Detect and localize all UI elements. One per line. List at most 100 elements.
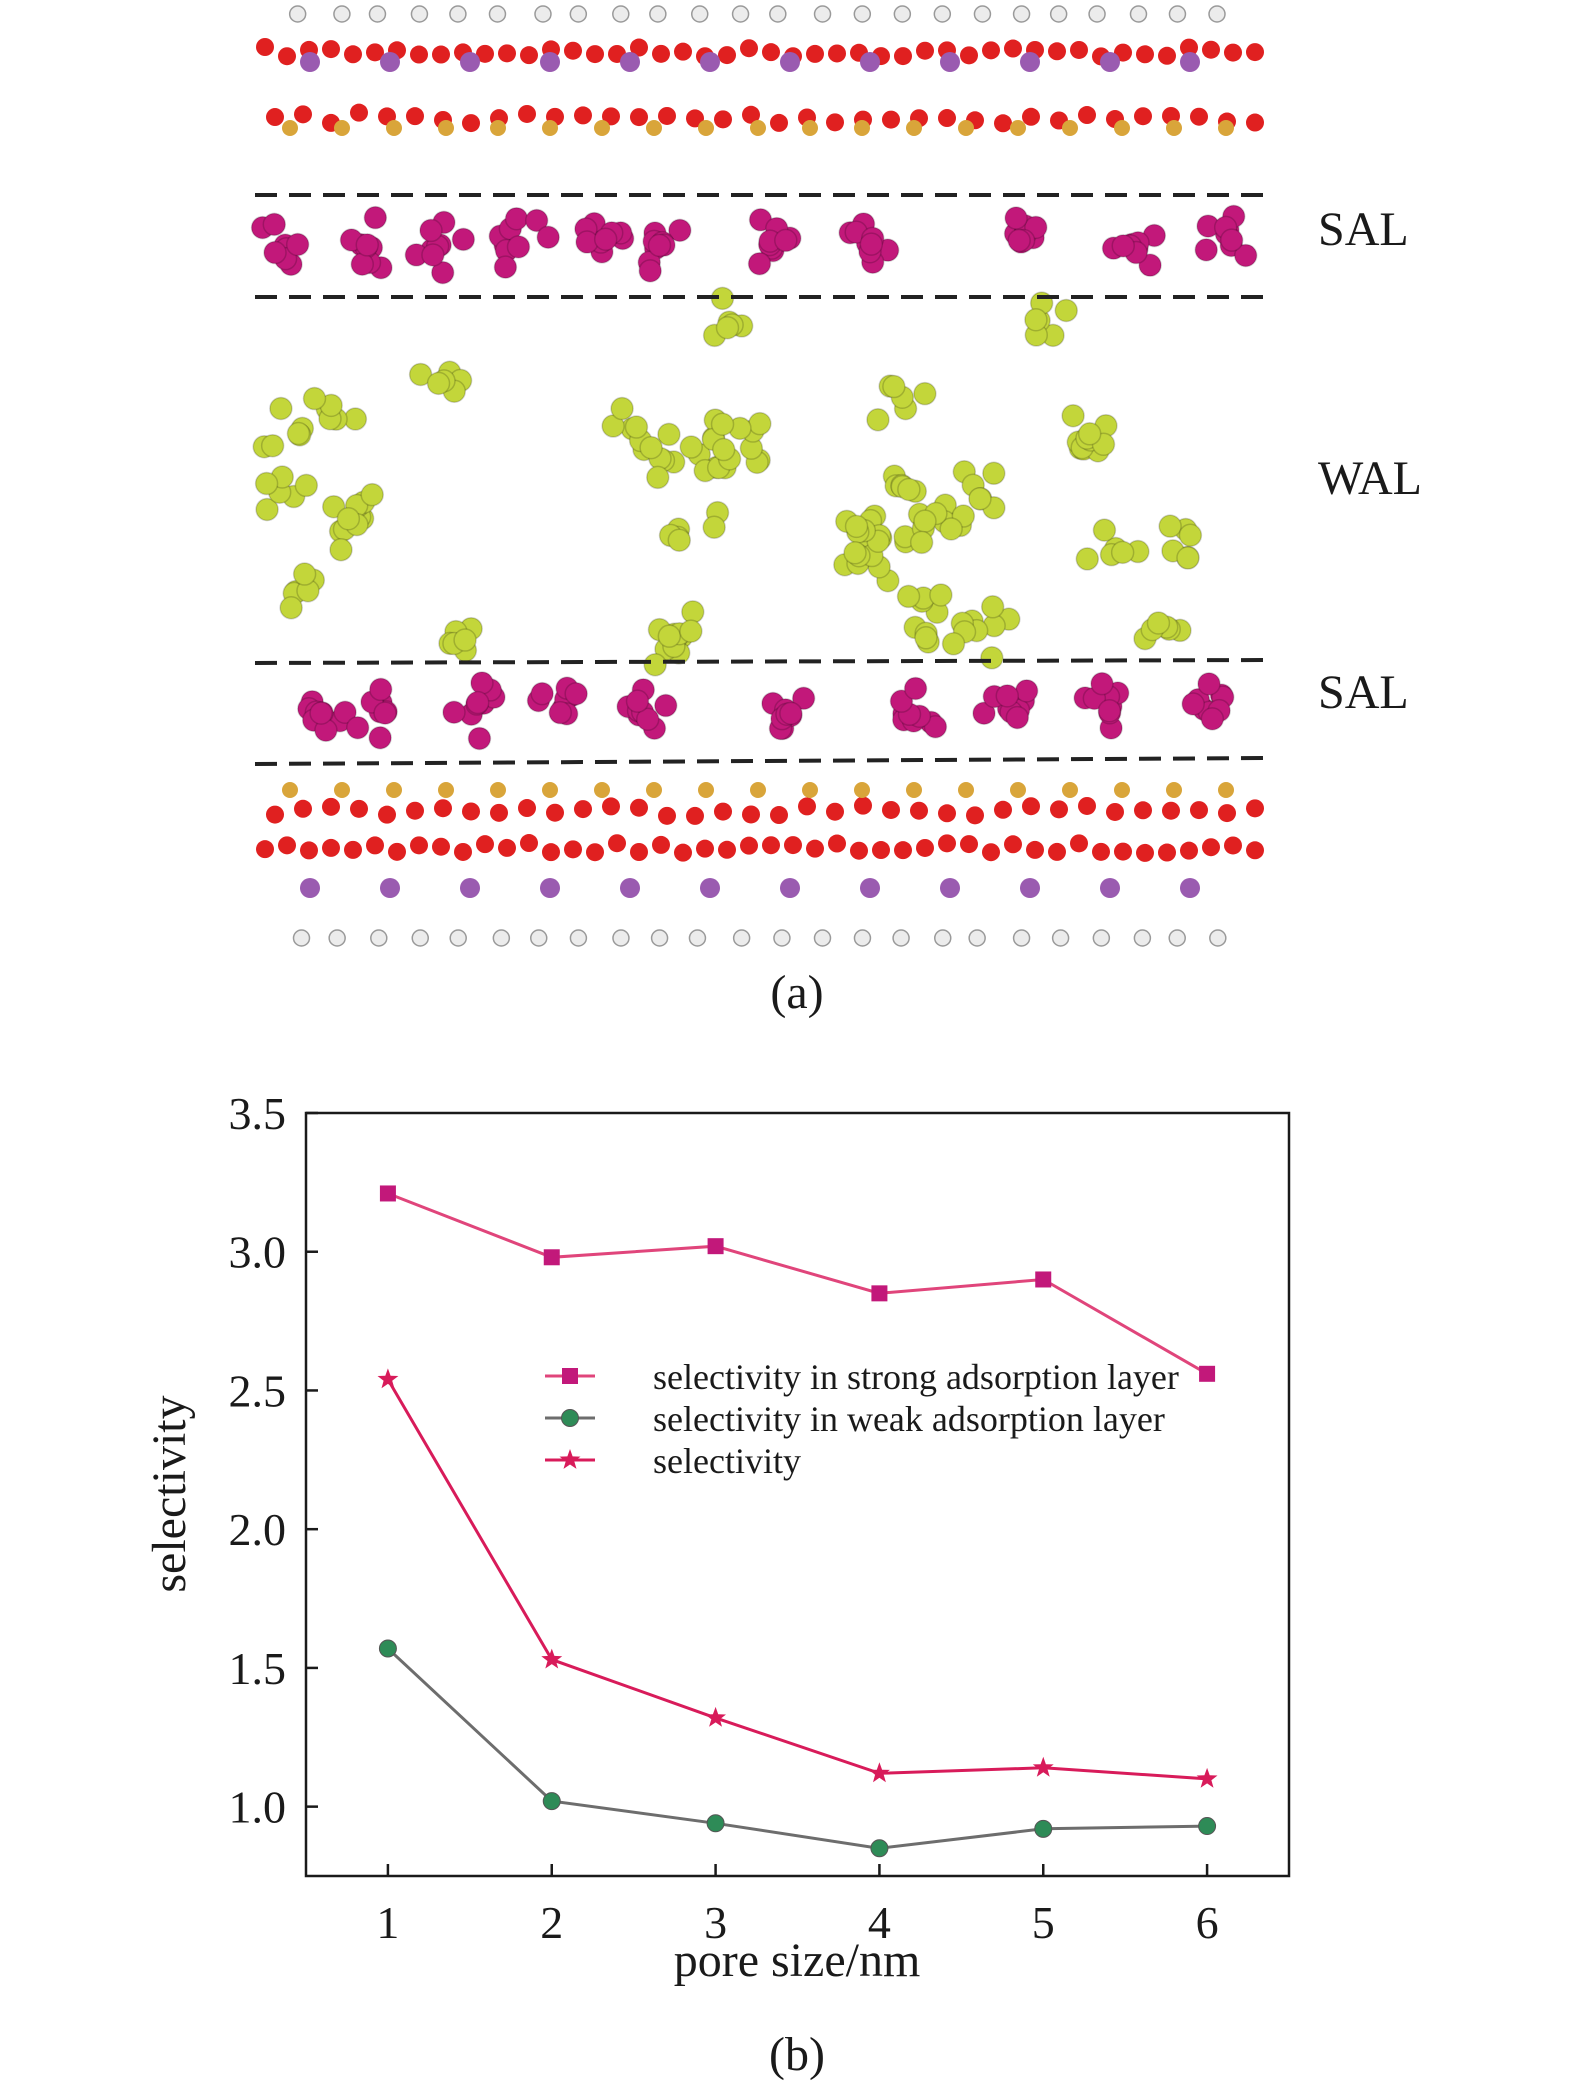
upper-wall-oxygen-atom: [770, 113, 788, 132]
overall-selectivity-point: [377, 1368, 399, 1389]
lower-wall-oxygen-atom: [1246, 799, 1264, 818]
upper-sal-label: SAL: [1318, 203, 1409, 256]
lower-wall-oxygen-atom: [1136, 843, 1154, 862]
lower-wall-metal-atom: [780, 878, 800, 898]
weak-layer-molecule: [702, 286, 754, 348]
lower-wall-oxygen-atom: [608, 834, 626, 853]
lower-wall-oxygen-atom: [322, 838, 340, 857]
lower-wall-oxygen-atom: [476, 835, 494, 854]
lower-wall-oxygen-atom: [388, 842, 406, 861]
strong-layer-molecule: [972, 679, 1039, 730]
weak-layer-molecule: [835, 509, 877, 568]
upper-wall-hydrogen-atom: [649, 5, 667, 23]
upper-wall-hydrogen-atom: [612, 5, 630, 23]
upper-wall-hydrogen-atom: [1129, 5, 1148, 23]
lower-wall-hydrogen-atom: [411, 929, 430, 947]
upper-wall-metal-atom: [1020, 52, 1040, 72]
upper-wall-oxygen-atom: [630, 108, 648, 127]
legend-marker: [561, 1409, 579, 1427]
wal-label: WAL: [1318, 452, 1422, 505]
lower-wall-hydrogen-atom: [292, 929, 311, 947]
lower-wall-silicon-atom: [802, 782, 818, 798]
legend-marker: [559, 1449, 581, 1469]
upper-wall-hydrogen-atom: [333, 5, 351, 23]
weak-layer-molecule: [1024, 291, 1078, 348]
weak-layer-selectivity-point: [1034, 1819, 1053, 1838]
overall-selectivity-point: [705, 1706, 726, 1727]
y-tick-label: 1.0: [229, 1782, 287, 1833]
upper-wall-hydrogen-atom: [368, 5, 387, 23]
upper-wall-hydrogen-atom: [1208, 5, 1226, 23]
x-axis-label: pore size/nm: [674, 1934, 921, 1987]
upper-wall-oxygen-atom: [1158, 46, 1176, 65]
x-tick-label: 1: [376, 1897, 399, 1948]
lower-wall-oxygen-atom: [658, 806, 676, 825]
lower-wall-oxygen-atom: [256, 840, 274, 859]
lower-wall-oxygen-atom: [982, 843, 1000, 862]
lower-wall-oxygen-atom: [714, 802, 732, 821]
upper-wall-oxygen-atom: [994, 114, 1012, 133]
strong-layer-molecule: [345, 677, 398, 750]
weak-layer-molecule: [254, 465, 319, 522]
y-tick-label: 2.0: [229, 1504, 287, 1555]
strong-layer-selectivity-point: [1199, 1365, 1216, 1382]
lower-wall-metal-atom: [860, 878, 880, 898]
lower-wall-oxygen-atom: [366, 836, 384, 855]
lower-wall-silicon-atom: [1062, 782, 1078, 798]
upper-wall-hydrogen-atom: [933, 5, 952, 23]
legend-marker: [562, 1368, 578, 1384]
upper-wall-silicon-atom: [542, 120, 558, 136]
lower-wall-oxygen-atom: [910, 801, 928, 820]
upper-wall-hydrogen-atom: [1168, 5, 1187, 23]
weak-layer-molecule: [643, 617, 703, 677]
lower-wall-oxygen-atom: [686, 806, 704, 825]
upper-wall-metal-atom: [460, 52, 480, 72]
lower-wall-hydrogen-atom: [1168, 929, 1186, 947]
upper-wall-silicon-atom: [282, 120, 298, 136]
y-axis-label: selectivity: [143, 1395, 196, 1592]
strong-layer-molecule: [488, 206, 560, 279]
upper-wall-oxygen-atom: [322, 40, 340, 59]
overall-selectivity-line: [386, 1378, 1208, 1781]
lower-wall-oxygen-atom: [960, 835, 978, 854]
overall-selectivity-point: [541, 1648, 563, 1669]
upper-wall-hydrogen-atom: [488, 5, 507, 23]
upper-wall-silicon-atom: [906, 120, 922, 136]
lower-wall-hydrogen-atom: [1012, 929, 1031, 947]
strong-layer-selectivity-point: [543, 1249, 560, 1266]
upper-wall-metal-atom: [620, 52, 640, 72]
lower-wall-silicon-atom: [542, 782, 558, 798]
lower-wall-metal-atom: [300, 878, 320, 898]
lower-wall-oxygen-atom: [434, 799, 452, 818]
upper-wall-oxygen-atom: [658, 106, 676, 125]
weak-layer-molecule: [866, 374, 937, 432]
weak-layer-molecule: [601, 396, 663, 460]
strong-layer-molecule: [1101, 223, 1167, 277]
weak-layer-molecule: [1133, 611, 1192, 651]
upper-wall-oxygen-atom: [432, 45, 450, 64]
lower-strong-adsorption-layer: [297, 671, 1235, 751]
lower-wall-oxygen-atom: [718, 840, 736, 859]
lower-wall-oxygen-atom: [542, 843, 560, 862]
lower-wall-hydrogen-atom: [1092, 929, 1111, 947]
y-tick-label: 2.5: [229, 1365, 287, 1416]
upper-wall-oxygen-atom: [278, 47, 296, 66]
lower-wall-metal-atom: [380, 878, 400, 898]
lower-wall-oxygen-atom: [1224, 836, 1242, 855]
lower-wall-oxygen-atom: [938, 834, 956, 853]
upper-wall-silicon-atom: [802, 120, 818, 136]
overall-selectivity-point: [869, 1762, 890, 1783]
upper-wall-silicon-atom: [854, 120, 870, 136]
weak-layer-molecule: [302, 386, 368, 431]
strong-layer-molecule: [1181, 672, 1235, 731]
upper-wall-metal-atom: [300, 52, 320, 72]
upper-wall-hydrogen-atom: [769, 5, 787, 23]
lower-wall-silicon-atom: [750, 782, 766, 798]
upper-wall-silicon-atom: [1218, 120, 1234, 136]
upper-wall-silicon-atom: [438, 120, 454, 136]
upper-wall-metal-atom: [380, 52, 400, 72]
lower-wall-oxygen-atom: [1092, 842, 1110, 861]
lower-wall-oxygen-atom: [894, 841, 912, 860]
upper-wall-oxygen-atom: [520, 46, 538, 65]
overall-selectivity-series: [377, 1368, 1218, 1788]
